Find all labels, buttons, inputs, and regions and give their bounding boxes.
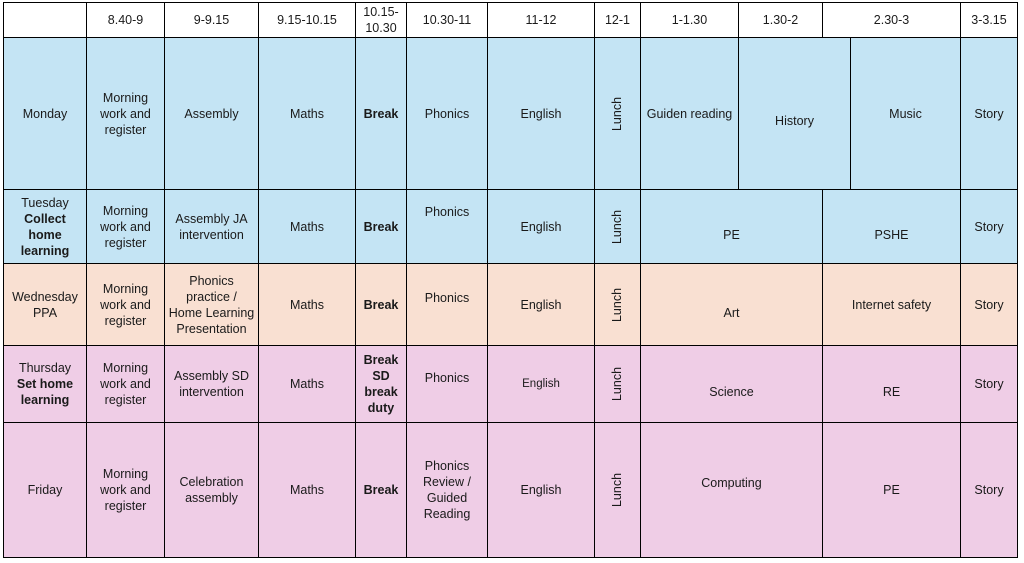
lunch-cell: Lunch bbox=[595, 423, 641, 558]
slot-cell: Morning work and register bbox=[87, 346, 165, 423]
slot-cell: English bbox=[488, 190, 595, 264]
slot-cell: Phonics Review / Guided Reading bbox=[407, 423, 488, 558]
slot-cell: Phonics bbox=[407, 264, 488, 346]
break-cell: Break SD break duty bbox=[356, 346, 407, 423]
slot-cell: Assembly SD intervention bbox=[165, 346, 259, 423]
slot-cell: Story bbox=[961, 346, 1018, 423]
slot-cell: English bbox=[488, 38, 595, 190]
time-header: 9-9.15 bbox=[165, 2, 259, 38]
slot-cell: English bbox=[488, 423, 595, 558]
slot-cell: Morning work and register bbox=[87, 423, 165, 558]
slot-cell: Phonics bbox=[407, 346, 488, 423]
time-header: 11-12 bbox=[488, 2, 595, 38]
slot-cell: PE bbox=[641, 190, 823, 264]
day-thursday: Thursday Set home learning bbox=[3, 346, 87, 423]
slot-cell: Computing bbox=[641, 423, 823, 558]
time-header: 1.30-2 bbox=[739, 2, 823, 38]
slot-cell: Celebration assembly bbox=[165, 423, 259, 558]
slot-cell: Maths bbox=[259, 38, 356, 190]
time-header: 1-1.30 bbox=[641, 2, 739, 38]
slot-cell: Phonics bbox=[407, 38, 488, 190]
time-header: 12-1 bbox=[595, 2, 641, 38]
break-cell: Break bbox=[356, 190, 407, 264]
slot-cell: Phonics practice / Home Learning Present… bbox=[165, 264, 259, 346]
slot-cell: Morning work and register bbox=[87, 264, 165, 346]
time-header: 3-3.15 bbox=[961, 2, 1018, 38]
slot-cell: Maths bbox=[259, 264, 356, 346]
slot-cell: Maths bbox=[259, 423, 356, 558]
day-monday: Monday bbox=[3, 38, 87, 190]
slot-cell: PSHE bbox=[823, 190, 961, 264]
time-header: 8.40-9 bbox=[87, 2, 165, 38]
break-cell: Break bbox=[356, 38, 407, 190]
slot-cell: English bbox=[488, 264, 595, 346]
slot-cell: Story bbox=[961, 190, 1018, 264]
lunch-cell: Lunch bbox=[595, 346, 641, 423]
slot-cell: RE bbox=[823, 346, 961, 423]
timetable-grid: 8.40-9 9-9.15 9.15-10.15 10.15-10.30 10.… bbox=[3, 2, 1018, 558]
slot-cell: Assembly JA intervention bbox=[165, 190, 259, 264]
day-friday: Friday bbox=[3, 423, 87, 558]
lunch-cell: Lunch bbox=[595, 190, 641, 264]
slot-cell: English bbox=[488, 346, 595, 423]
time-header: 9.15-10.15 bbox=[259, 2, 356, 38]
slot-cell: PE bbox=[823, 423, 961, 558]
slot-cell: History bbox=[739, 38, 851, 190]
break-cell: Break bbox=[356, 264, 407, 346]
slot-cell: Assembly bbox=[165, 38, 259, 190]
slot-cell: Music bbox=[851, 38, 961, 190]
slot-cell: Guiden reading bbox=[641, 38, 739, 190]
slot-cell: Science bbox=[641, 346, 823, 423]
slot-cell: Maths bbox=[259, 190, 356, 264]
slot-cell: Phonics bbox=[407, 190, 488, 264]
day-wednesday: Wednesday PPA bbox=[3, 264, 87, 346]
time-header: 10.15-10.30 bbox=[356, 2, 407, 38]
slot-cell: Morning work and register bbox=[87, 190, 165, 264]
time-header: 10.30-11 bbox=[407, 2, 488, 38]
corner-cell bbox=[3, 2, 87, 38]
slot-cell: Story bbox=[961, 38, 1018, 190]
day-tuesday: Tuesday Collect home learning bbox=[3, 190, 87, 264]
slot-cell: Story bbox=[961, 423, 1018, 558]
slot-cell: Internet safety bbox=[823, 264, 961, 346]
slot-cell: Morning work and register bbox=[87, 38, 165, 190]
time-header: 2.30-3 bbox=[823, 2, 961, 38]
break-cell: Break bbox=[356, 423, 407, 558]
slot-cell: Story bbox=[961, 264, 1018, 346]
lunch-cell: Lunch bbox=[595, 38, 641, 190]
slot-cell: Maths bbox=[259, 346, 356, 423]
slot-cell: Art bbox=[641, 264, 823, 346]
lunch-cell: Lunch bbox=[595, 264, 641, 346]
